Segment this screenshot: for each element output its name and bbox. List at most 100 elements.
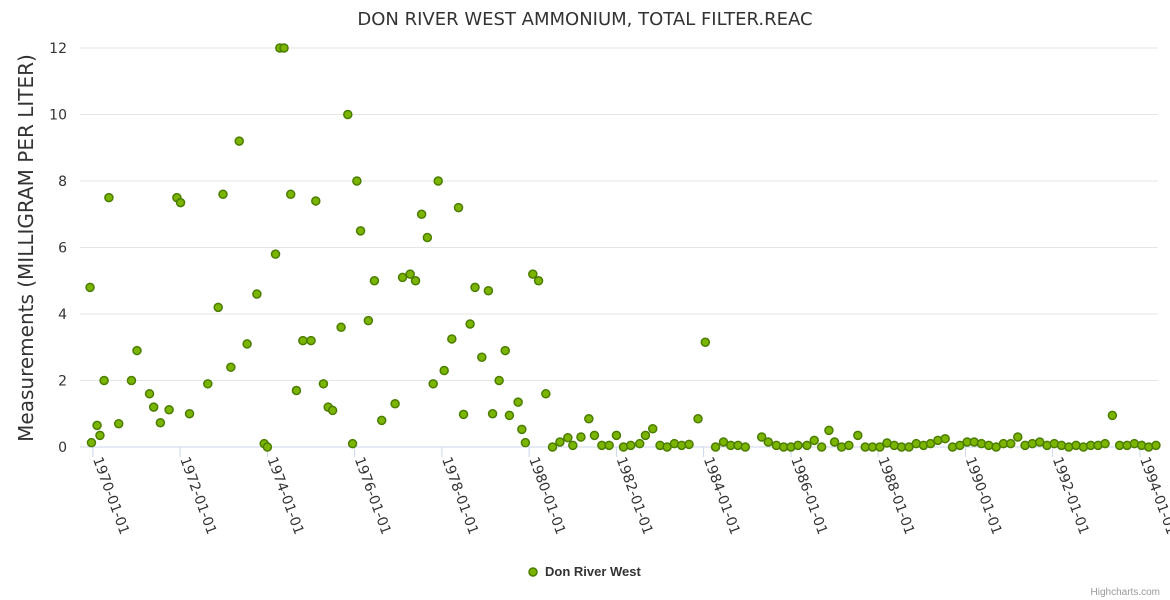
data-point[interactable] xyxy=(327,405,338,416)
data-point[interactable] xyxy=(816,442,827,452)
data-point[interactable] xyxy=(500,345,510,356)
data-point[interactable] xyxy=(428,379,438,389)
data-point[interactable] xyxy=(291,385,302,396)
data-point[interactable] xyxy=(85,282,95,293)
data-point[interactable] xyxy=(487,409,498,419)
data-point[interactable] xyxy=(563,432,573,443)
data-point[interactable] xyxy=(684,439,694,450)
data-point[interactable] xyxy=(433,176,443,186)
legend[interactable]: Don River West xyxy=(528,564,642,579)
data-point[interactable] xyxy=(285,189,296,200)
data-point[interactable] xyxy=(148,402,159,412)
data-point[interactable] xyxy=(352,176,362,186)
data-point[interactable] xyxy=(1005,438,1016,449)
data-point[interactable] xyxy=(710,442,721,452)
data-point[interactable] xyxy=(844,440,854,451)
data-point[interactable] xyxy=(693,413,703,424)
data-point[interactable] xyxy=(226,362,236,372)
data-point[interactable] xyxy=(132,345,142,356)
data-point[interactable] xyxy=(756,432,767,442)
data-point[interactable] xyxy=(447,334,457,344)
data-point[interactable] xyxy=(533,276,544,286)
data-point[interactable] xyxy=(584,413,594,424)
data-point[interactable] xyxy=(528,269,538,279)
data-point[interactable] xyxy=(175,197,186,208)
data-point[interactable] xyxy=(126,375,137,386)
data-point[interactable] xyxy=(1100,438,1110,449)
data-point[interactable] xyxy=(86,437,97,448)
data-point[interactable] xyxy=(99,375,109,386)
credits-link[interactable]: Highcharts.com xyxy=(1091,587,1160,598)
data-point[interactable] xyxy=(298,335,308,346)
data-point[interactable] xyxy=(184,409,195,419)
data-point[interactable] xyxy=(477,352,487,362)
data-point[interactable] xyxy=(589,430,600,441)
data-point[interactable] xyxy=(343,109,353,120)
data-point[interactable] xyxy=(483,285,494,296)
data-point[interactable] xyxy=(763,437,773,447)
data-point[interactable] xyxy=(470,282,480,293)
data-point[interactable] xyxy=(513,397,523,407)
data-point[interactable] xyxy=(458,409,469,420)
data-point[interactable] xyxy=(809,435,819,446)
data-point[interactable] xyxy=(541,389,551,399)
data-point[interactable] xyxy=(234,136,244,146)
data-point[interactable] xyxy=(647,423,658,434)
data-point[interactable] xyxy=(465,319,475,329)
data-point[interactable] xyxy=(95,430,105,441)
data-point[interactable] xyxy=(1013,432,1023,442)
data-point[interactable] xyxy=(802,440,812,451)
data-point[interactable] xyxy=(700,337,711,348)
data-point[interactable] xyxy=(555,437,565,447)
data-point[interactable] xyxy=(113,418,124,429)
data-point[interactable] xyxy=(439,365,449,376)
data-point[interactable] xyxy=(311,196,321,206)
data-point[interactable] xyxy=(829,437,840,447)
data-point[interactable] xyxy=(453,202,464,213)
data-point[interactable] xyxy=(376,415,387,426)
data-point[interactable] xyxy=(306,335,316,346)
data-point[interactable] xyxy=(640,430,651,441)
data-point[interactable] xyxy=(405,269,415,279)
legend-item-label[interactable]: Don River West xyxy=(545,564,642,579)
data-point[interactable] xyxy=(853,430,863,441)
data-point[interactable] xyxy=(576,432,586,442)
data-point[interactable] xyxy=(547,442,558,452)
data-point[interactable] xyxy=(504,410,515,421)
data-point[interactable] xyxy=(155,417,166,428)
data-point[interactable] xyxy=(875,442,885,452)
data-point[interactable] xyxy=(824,425,834,436)
data-point[interactable] xyxy=(92,420,102,431)
data-point[interactable] xyxy=(611,430,622,441)
data-point[interactable] xyxy=(517,424,527,435)
data-point[interactable] xyxy=(363,315,374,326)
data-point[interactable] xyxy=(410,276,421,286)
data-point[interactable] xyxy=(416,209,427,219)
data-point[interactable] xyxy=(270,249,281,259)
data-point[interactable] xyxy=(318,379,329,389)
data-point[interactable] xyxy=(494,375,504,386)
data-point[interactable] xyxy=(520,437,531,448)
data-point[interactable] xyxy=(1107,410,1118,421)
data-point[interactable] xyxy=(390,399,400,409)
data-point[interactable] xyxy=(568,440,578,451)
data-point[interactable] xyxy=(355,226,366,236)
data-point[interactable] xyxy=(1151,440,1161,451)
data-point[interactable] xyxy=(940,433,950,444)
data-point[interactable] xyxy=(604,440,614,451)
data-point[interactable] xyxy=(218,189,228,200)
data-point[interactable] xyxy=(422,232,433,243)
data-point[interactable] xyxy=(262,442,273,452)
data-point[interactable] xyxy=(213,302,223,313)
data-point[interactable] xyxy=(203,379,213,389)
data-point[interactable] xyxy=(242,339,252,349)
data-point[interactable] xyxy=(369,276,380,286)
data-point[interactable] xyxy=(252,289,262,299)
data-point[interactable] xyxy=(104,192,114,203)
data-point[interactable] xyxy=(144,389,155,399)
data-point[interactable] xyxy=(626,440,636,451)
data-point[interactable] xyxy=(164,405,174,415)
data-point[interactable] xyxy=(279,43,289,53)
data-point[interactable] xyxy=(336,322,346,333)
data-point[interactable] xyxy=(793,440,803,451)
